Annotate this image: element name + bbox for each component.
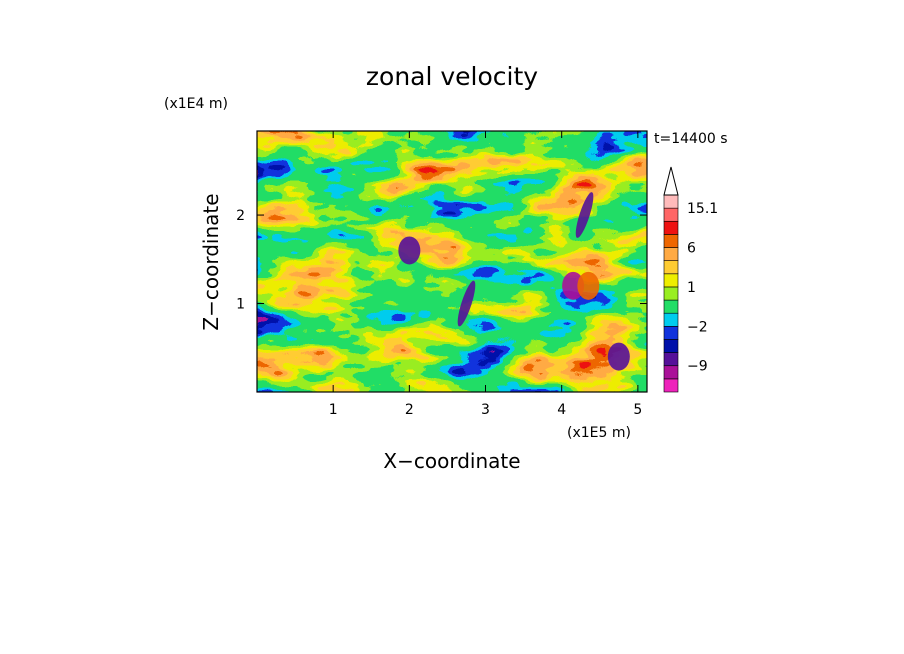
x-tick-label: 3 (481, 402, 490, 418)
colorbar-swatch (663, 220, 679, 235)
colorbar-swatch (663, 234, 679, 248)
field-feature-negative-core (562, 271, 585, 300)
x-axis-label: X−coordinate (383, 449, 520, 473)
x-axis-scale-label: (x1E5 m) (567, 425, 631, 441)
field-feature-negative-streak (575, 192, 594, 238)
field-feature-positive-core (577, 271, 600, 300)
colorbar-swatch (663, 365, 679, 380)
colorbar-swatch (663, 339, 679, 353)
colorbar-swatch (663, 352, 679, 367)
chart-title: zonal velocity (366, 62, 538, 91)
field-feature-negative-streak (457, 280, 476, 327)
y-axis-label: Z−coordinate (199, 193, 223, 330)
colorbar-tick-label: −9 (687, 359, 708, 375)
contour-field (257, 131, 647, 392)
x-axis: 1 2 3 4 5 (329, 131, 642, 418)
colorbar-tick-label: 6 (687, 241, 696, 257)
colorbar-swatch (663, 207, 679, 222)
colorbar-swatch (663, 273, 679, 288)
colorbar-swatch (663, 247, 679, 261)
colorbar-swatch (663, 312, 679, 327)
y-axis-scale-label: (x1E4 m) (164, 96, 228, 112)
time-label: t=14400 s (654, 131, 728, 147)
colorbar-swatch (663, 326, 679, 340)
colorbar-swatch (663, 194, 679, 209)
x-tick-label: 1 (329, 402, 338, 418)
x-tick-label: 5 (633, 402, 642, 418)
plot-frame (256, 130, 648, 393)
colorbar-swatch (663, 378, 679, 393)
colorbar-swatch (663, 286, 679, 301)
y-tick-label: 1 (236, 297, 245, 313)
contour-features (398, 192, 630, 371)
colorbar-swatch (663, 260, 679, 275)
y-axis: 12 (236, 208, 647, 313)
field-feature-negative-patch (607, 342, 630, 371)
colorbar-tick-label: 15.1 (687, 201, 718, 217)
colorbar-tick-label: 1 (687, 280, 696, 296)
field-feature-negative-patch (398, 236, 421, 265)
colorbar-extend-arrow (663, 166, 679, 196)
colorbar-tick-label: −2 (687, 319, 708, 335)
colorbar-swatch (663, 299, 679, 314)
x-tick-label: 4 (557, 402, 566, 418)
y-tick-label: 2 (236, 208, 245, 224)
x-tick-label: 2 (405, 402, 414, 418)
colorbar: 15.1 6 1 −2 −9 (663, 166, 718, 393)
